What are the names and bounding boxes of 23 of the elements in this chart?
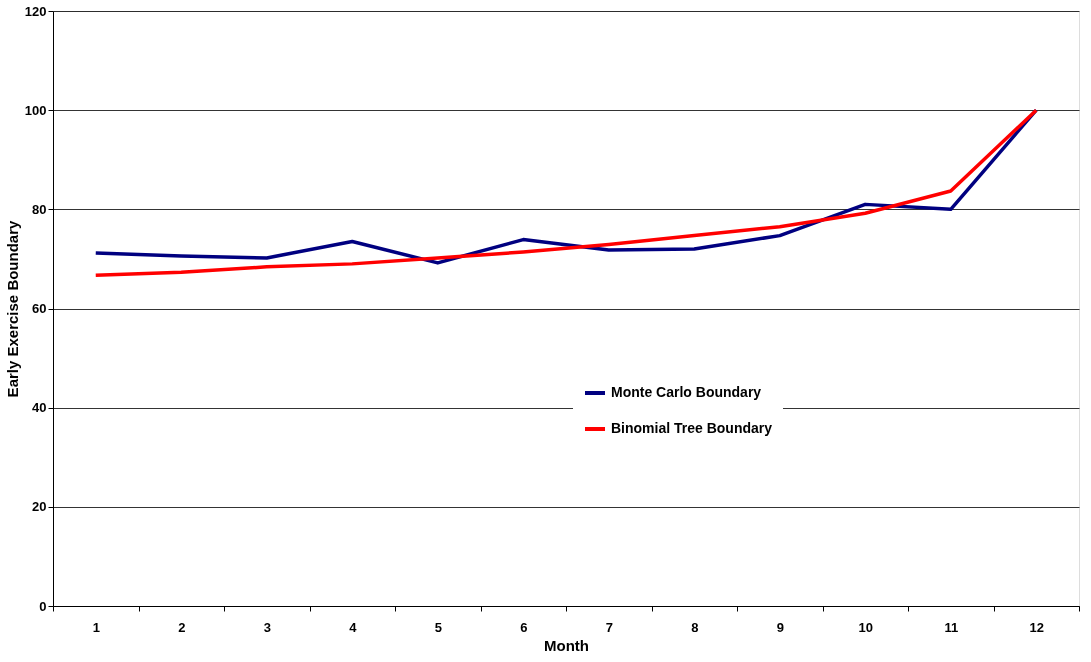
y-axis-title: Early Exercise Boundary [3,219,21,398]
x-tick-label: 8 [691,619,699,635]
x-axis-title: Month [544,636,589,654]
x-tick-label: 12 [1029,619,1044,635]
x-tick-label: 4 [349,619,358,635]
y-tick-label: 100 [24,102,47,118]
x-tick-label: 7 [605,619,613,635]
x-tick-label: 5 [434,619,442,635]
y-tick-label: 20 [32,499,47,515]
y-tick-label: 80 [32,201,47,217]
x-tick-label: 6 [520,619,528,635]
x-tick-label: 9 [776,619,784,635]
legend-label: Monte Carlo Boundary [611,384,762,400]
x-tick-label: 3 [263,619,271,635]
y-tick-label: 40 [32,400,47,416]
y-tick-label: 120 [24,3,47,19]
x-tick-label: 2 [178,619,186,635]
y-tick-label: 0 [39,598,47,614]
y-tick-label: 60 [32,301,47,316]
x-tick-label: 10 [858,619,873,635]
x-tick-label: 1 [92,619,100,635]
x-tick-label: 11 [944,619,959,635]
legend-label: Binomial Tree Boundary [611,420,773,436]
